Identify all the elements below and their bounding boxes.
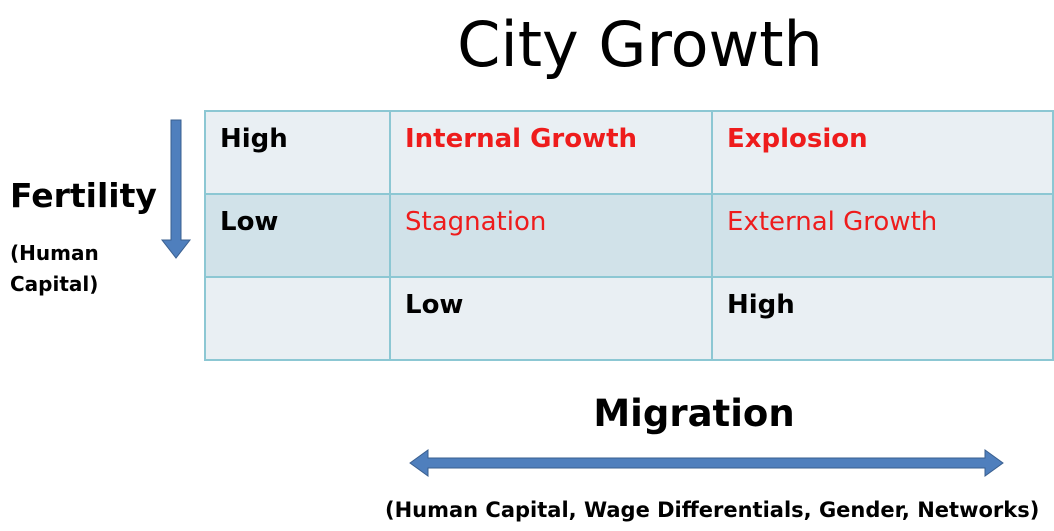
y-axis-sublabel: (Human	[10, 241, 99, 265]
x-axis-label: Migration	[593, 392, 795, 435]
y-axis-label: Fertility	[10, 176, 157, 215]
table-cell: Stagnation	[389, 193, 713, 278]
table-cell: Low	[204, 193, 391, 278]
matrix-table: High Internal Growth Explosion Low Stagnatio…	[204, 110, 1054, 361]
down-arrow	[160, 119, 192, 259]
table-cell: Internal Growth	[389, 110, 713, 195]
table-cell: High	[204, 110, 391, 195]
table-cell: External Growth	[711, 193, 1054, 278]
table-row: Low Stagnation External Growth	[204, 193, 1054, 278]
table-row: High Internal Growth Explosion	[204, 110, 1054, 195]
x-axis-sublabel: (Human Capital, Wage Differentials, Gend…	[385, 498, 1040, 522]
table-cell	[204, 276, 391, 361]
table-row: Low High	[204, 276, 1054, 361]
table-cell: High	[711, 276, 1054, 361]
y-axis-sublabel: Capital)	[10, 272, 99, 296]
table-cell: Low	[389, 276, 713, 361]
double-arrow	[409, 449, 1004, 477]
table-cell: Explosion	[711, 110, 1054, 195]
title: City Growth	[457, 8, 823, 81]
